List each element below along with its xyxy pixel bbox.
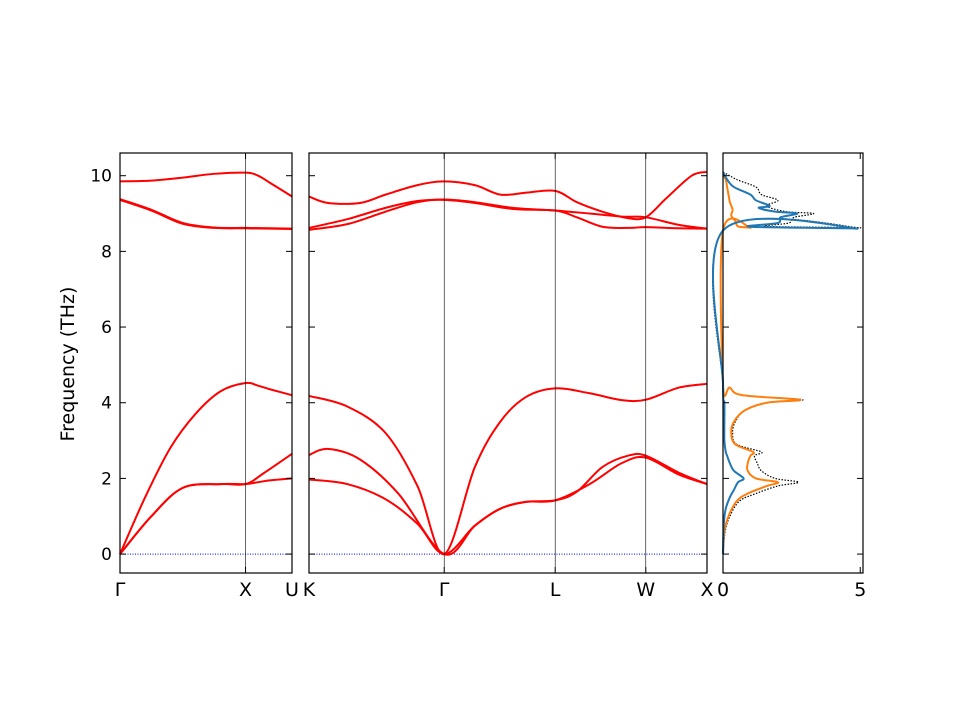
y-tick-label: 8	[101, 242, 112, 262]
y-tick-label: 6	[101, 318, 112, 338]
x-tick-label: X	[700, 579, 713, 601]
x-tick-label: K	[303, 579, 316, 601]
band-line-1	[119, 477, 293, 555]
band-line-3	[308, 382, 708, 556]
band-line-2	[308, 447, 708, 556]
x-tick-label: Γ	[439, 579, 450, 601]
x-tick-label: 5	[854, 579, 866, 601]
band-line-6	[119, 171, 293, 198]
band-line-6	[308, 170, 708, 221]
x-tick-label: X	[239, 579, 252, 601]
y-tick-label: 2	[101, 469, 112, 489]
dos-curve-1	[712, 171, 861, 555]
x-tick-label: W	[636, 579, 655, 601]
band-line-2	[119, 452, 293, 555]
dos-curve-3	[712, 171, 859, 555]
axes-frame	[722, 152, 864, 574]
panel-gamma-x-u: 0 2 4 6 8 10 Γ X U	[90, 152, 299, 601]
band-line-5	[308, 198, 708, 230]
axes-frame	[308, 152, 708, 574]
y-tick-label: 10	[90, 167, 112, 187]
axes-frame	[119, 152, 293, 574]
y-tick-label: 4	[101, 394, 112, 414]
dos-curve-2	[719, 175, 802, 555]
x-tick-label: 0	[717, 579, 729, 601]
band-line-4	[119, 198, 293, 230]
band-line-3	[119, 381, 293, 555]
x-tick-label: L	[550, 579, 561, 601]
x-tick-label: Γ	[115, 579, 126, 601]
band-line-4	[308, 198, 708, 231]
x-tick-label: U	[285, 579, 299, 601]
band-line-5	[119, 198, 293, 231]
y-tick-label: 0	[101, 545, 112, 565]
y-axis-label: Frequency (THz)	[57, 287, 79, 442]
